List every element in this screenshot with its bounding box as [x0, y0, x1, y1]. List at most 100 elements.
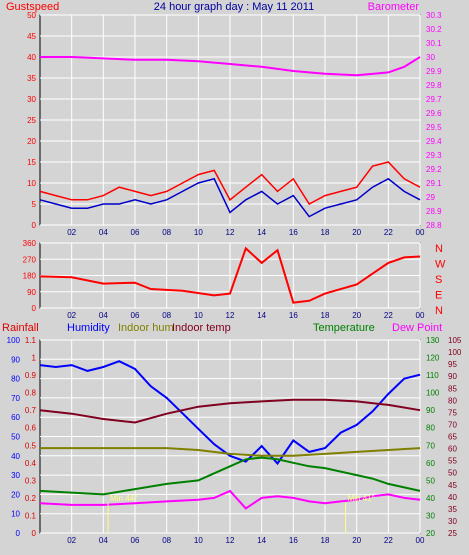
- direction-tick-label: 180: [23, 272, 37, 281]
- gust-tick-label: 15: [27, 158, 36, 167]
- gust-tick-label: 20: [27, 137, 36, 146]
- baro-tick-label: 29.6: [426, 109, 442, 118]
- x-tick-label: 16: [289, 311, 298, 320]
- series-line-dew-point: [39, 489, 421, 510]
- x-tick-label: 06: [131, 228, 140, 237]
- gust-tick-label: 30: [27, 95, 36, 104]
- rain-tick-label: 1.1: [25, 336, 37, 345]
- gust-tick-label: 40: [27, 53, 36, 62]
- compass-label: N: [435, 305, 443, 317]
- x-tick-label: 10: [194, 536, 203, 545]
- gust-tick-label: 35: [27, 74, 36, 83]
- baro-tick-label: 30.2: [426, 25, 442, 34]
- humidity-tick-label: 50: [11, 433, 20, 442]
- baro-tick-label: 29.7: [426, 95, 442, 104]
- temp-tick-label: 40: [426, 494, 435, 503]
- humidity-tick-label: 30: [11, 471, 20, 480]
- legend-rainfall: Rainfall: [2, 322, 39, 334]
- dew-tick-label: 60: [448, 445, 457, 454]
- x-tick-label: 14: [257, 228, 266, 237]
- x-tick-label: 22: [384, 311, 393, 320]
- x-tick-label: 22: [384, 228, 393, 237]
- series-line-indoor-temp: [39, 398, 421, 424]
- baro-tick-label: 30.3: [426, 11, 442, 20]
- rain-tick-label: 0: [32, 529, 37, 538]
- rain-tick-label: 0.9: [25, 371, 37, 380]
- legend-indoor-hum: Indoor hum: [118, 322, 174, 334]
- compass-label: W: [435, 258, 446, 270]
- series-line-direction: [39, 246, 421, 304]
- dew-tick-label: 90: [448, 372, 457, 381]
- x-tick-label: 00: [416, 228, 425, 237]
- temp-tick-label: 120: [426, 354, 440, 363]
- temp-tick-label: 100: [426, 389, 440, 398]
- temp-tick-label: 30: [426, 511, 435, 520]
- gust-tick-label: 25: [27, 116, 36, 125]
- x-tick-label: 12: [226, 228, 235, 237]
- baro-tick-label: 30.1: [426, 39, 442, 48]
- min-annotation: Min 41°: [348, 494, 375, 503]
- x-tick-label: 18: [321, 311, 330, 320]
- x-tick-label: 02: [67, 536, 76, 545]
- x-tick-label: 10: [194, 311, 203, 320]
- barometer-label: Barometer: [368, 1, 420, 13]
- dew-tick-label: 25: [448, 529, 457, 538]
- x-tick-label: 04: [99, 536, 108, 545]
- dew-tick-label: 50: [448, 469, 457, 478]
- x-tick-label: 18: [321, 228, 330, 237]
- baro-tick-label: 29.4: [426, 137, 442, 146]
- series-line-barometer: [40, 56, 421, 77]
- temp-tick-label: 70: [426, 441, 435, 450]
- dew-tick-label: 75: [448, 408, 457, 417]
- temp-tick-label: 50: [426, 476, 435, 485]
- humidity-tick-label: 10: [11, 510, 20, 519]
- compass-label: E: [435, 289, 442, 301]
- rain-tick-label: 0.7: [25, 406, 37, 415]
- temp-tick-label: 90: [426, 406, 435, 415]
- rain-tick-label: 0.6: [25, 424, 37, 433]
- humidity-tick-label: 100: [7, 336, 21, 345]
- x-tick-label: 20: [352, 311, 361, 320]
- x-tick-label: 16: [289, 536, 298, 545]
- gust-tick-label: 45: [27, 32, 36, 41]
- x-tick-label: 06: [131, 311, 140, 320]
- x-tick-label: 04: [99, 311, 108, 320]
- x-tick-label: 14: [257, 311, 266, 320]
- baro-tick-label: 29: [426, 193, 435, 202]
- humidity-tick-label: 60: [11, 413, 20, 422]
- dew-tick-label: 100: [448, 348, 462, 357]
- x-tick-label: 00: [416, 536, 425, 545]
- dew-tick-label: 65: [448, 433, 457, 442]
- direction-tick-label: 90: [27, 288, 36, 297]
- baro-tick-label: 29.5: [426, 123, 442, 132]
- x-tick-label: 00: [416, 311, 425, 320]
- x-tick-label: 06: [131, 536, 140, 545]
- direction-tick-label: 270: [23, 255, 37, 264]
- temp-tick-label: 20: [426, 529, 435, 538]
- humidity-tick-label: 40: [11, 452, 20, 461]
- temp-tick-label: 130: [426, 336, 440, 345]
- gridlines: [40, 14, 421, 534]
- gust-tick-label: 10: [27, 179, 36, 188]
- dew-tick-label: 40: [448, 493, 457, 502]
- rain-tick-label: 0.4: [25, 459, 37, 468]
- baro-tick-label: 28.9: [426, 207, 442, 216]
- gust-tick-label: 5: [32, 200, 37, 209]
- legend-humidity: Humidity: [67, 322, 110, 334]
- rain-tick-label: 0.3: [25, 476, 37, 485]
- series-layer: Min 44° Min 41°: [39, 56, 421, 533]
- rain-tick-label: 0.1: [25, 511, 37, 520]
- baro-tick-label: 29.1: [426, 179, 442, 188]
- baro-tick-label: 29.3: [426, 151, 442, 160]
- legend-temperature: Temperature: [313, 322, 375, 334]
- x-tick-label: 22: [384, 536, 393, 545]
- series-line-windspeed: [39, 177, 421, 218]
- x-tick-label: 02: [67, 311, 76, 320]
- rain-tick-label: 1: [32, 354, 37, 363]
- humidity-tick-label: 0: [16, 529, 21, 538]
- rain-tick-label: 0.8: [25, 389, 37, 398]
- humidity-tick-label: 20: [11, 490, 20, 499]
- humidity-tick-label: 90: [11, 355, 20, 364]
- baro-tick-label: 30: [426, 53, 435, 62]
